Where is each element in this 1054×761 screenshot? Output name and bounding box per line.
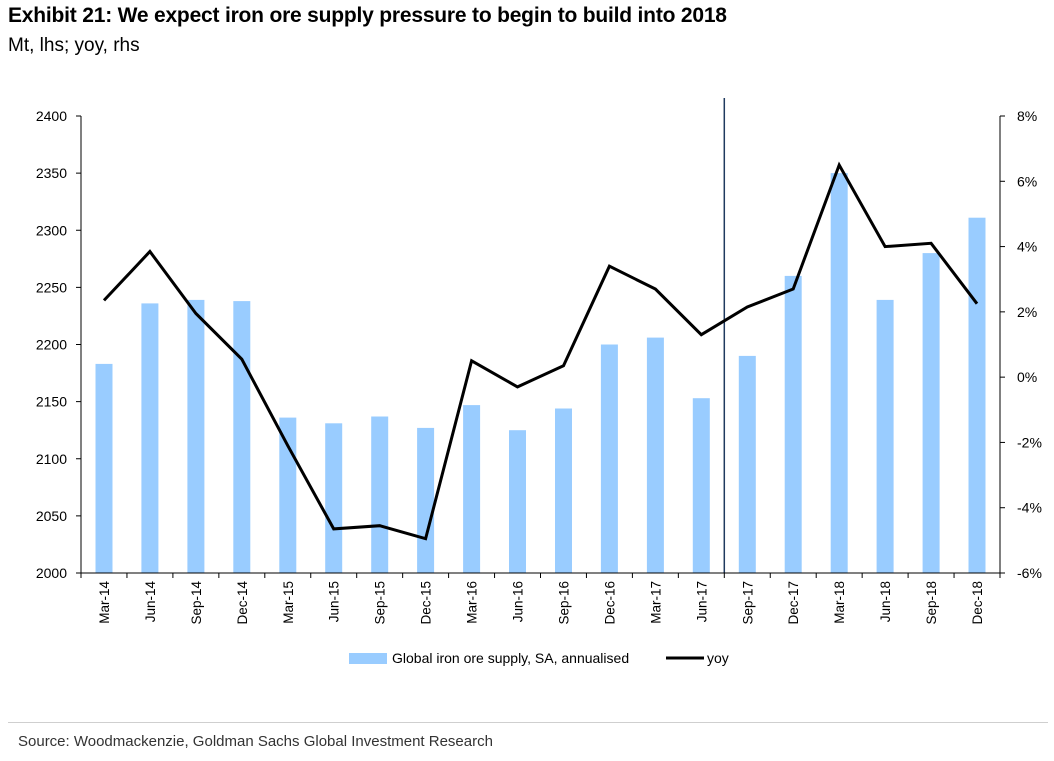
- x-tick-label-Dec-15: Dec-15: [419, 581, 434, 625]
- bar-Mar-14: [95, 363, 113, 573]
- x-tick-label-Mar-17: Mar-17: [648, 581, 663, 624]
- combo-chart: 2000 2050 2100 2150 2200 2250 2300 2350 2400 -6% -…: [36, 98, 1042, 666]
- right-tick-label: -4%: [1017, 500, 1042, 516]
- bar-Sep-17: [738, 355, 756, 573]
- x-tick-label-Jun-16: Jun-16: [511, 581, 526, 622]
- bar-Jun-14: [141, 303, 159, 573]
- right-tick-label: -6%: [1017, 565, 1042, 581]
- right-tick-label: 0%: [1017, 369, 1037, 385]
- bar-Jun-18: [876, 299, 894, 573]
- bar-Jun-17: [692, 398, 710, 573]
- x-tick-label-Mar-15: Mar-15: [281, 581, 296, 624]
- legend-line-label: yoy: [707, 650, 729, 666]
- left-tick-label: 2250: [36, 279, 67, 295]
- bar-Sep-15: [371, 416, 389, 573]
- right-tick-label: 4%: [1017, 239, 1037, 255]
- left-tick-label: 2150: [36, 394, 67, 410]
- bar-Mar-17: [646, 337, 664, 573]
- bar-Sep-16: [555, 408, 572, 573]
- x-tick-label-Mar-14: Mar-14: [97, 581, 112, 624]
- bar-Mar-18: [830, 173, 848, 573]
- x-tick-label-Dec-14: Dec-14: [235, 581, 250, 625]
- bar-Sep-18: [922, 253, 940, 573]
- right-tick-label: 6%: [1017, 173, 1037, 189]
- x-tick-label-Sep-17: Sep-17: [740, 581, 755, 625]
- x-tick-label-Dec-16: Dec-16: [602, 581, 617, 625]
- right-tick-label: -2%: [1017, 434, 1042, 450]
- bar-Dec-16: [600, 344, 618, 573]
- yoy-line: [102, 161, 979, 541]
- bar-Mar-16: [463, 405, 481, 573]
- x-tick-label-Sep-14: Sep-14: [189, 581, 204, 625]
- legend-bar-swatch: [349, 653, 387, 664]
- x-tick-label-Jun-17: Jun-17: [694, 581, 709, 622]
- x-tick-label-Jun-14: Jun-14: [143, 581, 158, 623]
- left-tick-label: 2350: [36, 165, 67, 181]
- left-tick-label: 2200: [36, 337, 67, 353]
- left-tick-label: 2000: [36, 565, 67, 581]
- right-tick-label: 2%: [1017, 304, 1037, 320]
- chart-title: Exhibit 21: We expect iron ore supply pr…: [8, 4, 727, 27]
- bar-Sep-14: [187, 299, 205, 573]
- x-tick-label-Mar-18: Mar-18: [832, 581, 847, 624]
- bar-Mar-15: [279, 417, 297, 573]
- x-tick-label-Jun-15: Jun-15: [327, 581, 342, 622]
- x-tick-label-Jun-18: Jun-18: [878, 581, 893, 622]
- bar-Dec-18: [968, 217, 986, 573]
- footer-divider: [8, 722, 1048, 723]
- legend-bar-label: Global iron ore supply, SA, annualised: [392, 650, 629, 666]
- bar-series: [95, 173, 986, 573]
- x-tick-label-Sep-16: Sep-16: [556, 581, 571, 625]
- left-tick-label: 2050: [36, 508, 67, 524]
- bar-Dec-17: [784, 275, 802, 573]
- chart-subtitle: Mt, lhs; yoy, rhs: [8, 35, 140, 56]
- left-tick-label: 2100: [36, 451, 67, 467]
- yoy-line-layer: [102, 161, 979, 541]
- x-tick-label-Dec-18: Dec-18: [970, 581, 985, 625]
- bar-Dec-14: [233, 301, 251, 573]
- x-tick-label-Dec-17: Dec-17: [786, 581, 801, 625]
- x-tick-label-Sep-15: Sep-15: [373, 581, 388, 625]
- bar-Dec-15: [417, 427, 435, 573]
- bar-Jun-15: [325, 423, 343, 573]
- bar-Jun-16: [509, 430, 526, 573]
- left-tick-label: 2300: [36, 222, 67, 238]
- legend: Global iron ore supply, SA, annualised y…: [349, 650, 729, 666]
- x-tick-label-Mar-16: Mar-16: [465, 581, 480, 624]
- x-tick-label-Sep-18: Sep-18: [924, 581, 939, 625]
- source-note: Source: Woodmackenzie, Goldman Sachs Glo…: [18, 733, 493, 750]
- right-tick-label: 8%: [1017, 108, 1037, 124]
- left-tick-label: 2400: [36, 108, 67, 124]
- axes: 2000 2050 2100 2150 2200 2250 2300 2350 2400 -6% -…: [36, 108, 1042, 625]
